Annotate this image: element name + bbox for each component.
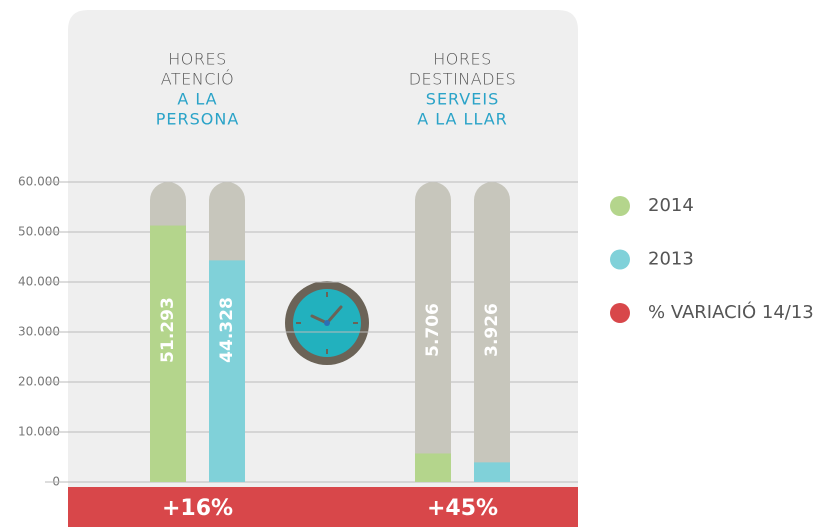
variation-band [68,487,578,527]
group-title: ATENCIÓ [161,70,235,89]
data-label: 51.293 [158,297,178,363]
legend-label: 2013 [648,249,694,270]
y-tick-label: 20.000 [18,375,60,389]
bar [150,225,186,482]
data-label: 3.926 [482,303,502,357]
data-label: 44.328 [217,297,237,363]
group-title: DESTINADES [409,70,517,89]
y-tick-label: 40.000 [18,275,60,289]
group-subtitle: PERSONA [156,110,240,129]
legend-swatch [610,303,630,323]
y-tick-label: 50.000 [18,225,60,239]
y-tick-label: 10.000 [18,425,60,439]
group-title: HORES [168,50,227,69]
clock [285,281,369,365]
variation-label: +16% [162,496,233,521]
legend-label: 2014 [648,195,694,216]
legend-swatch [610,249,630,270]
data-label: 5.706 [423,303,443,357]
y-tick-label: 60.000 [18,175,60,189]
bar-track [474,182,510,482]
variation-label: +45% [427,496,498,521]
legend-label: % VARIACIÓ 14/13 [648,301,814,323]
bar [474,462,510,482]
y-tick-label: 30.000 [18,325,60,339]
group-subtitle: A LA [177,90,217,109]
bar-track [415,182,451,482]
group-title: HORES [433,50,492,69]
bar [415,453,451,482]
legend-swatch [610,196,630,216]
group-subtitle: SERVEIS [426,90,499,109]
bar [209,260,245,482]
group-subtitle: A LA LLAR [417,110,508,129]
